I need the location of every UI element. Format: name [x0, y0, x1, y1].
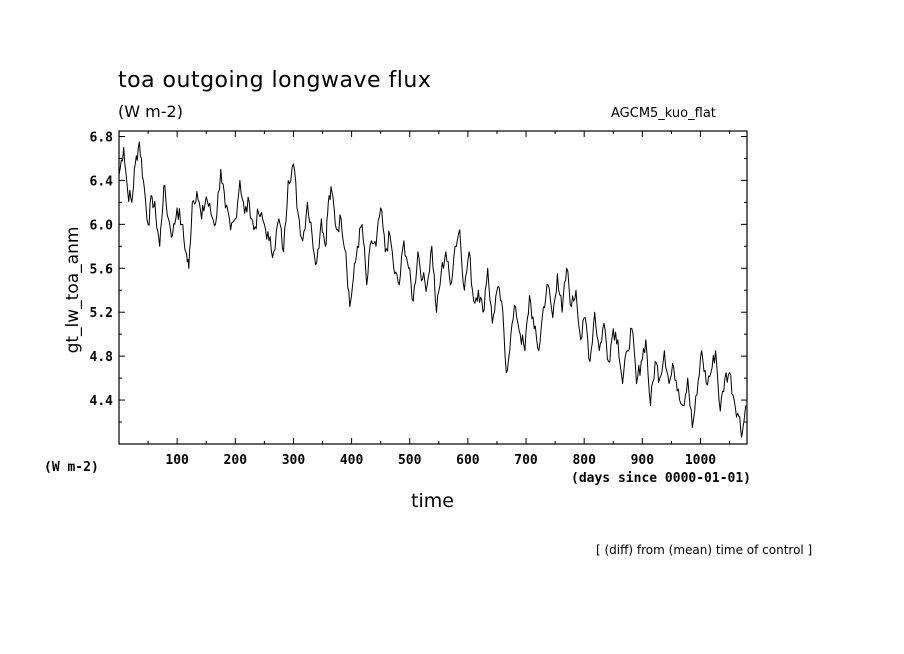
x-tick-label: 700	[514, 453, 538, 468]
y-tick-label: 6.0	[90, 218, 114, 233]
x-tick-label: 100	[165, 453, 189, 468]
x-tick-label: 500	[398, 453, 422, 468]
x-tick-label: 1000	[685, 453, 716, 468]
axis-ticks	[119, 131, 747, 444]
x-axis-label: time	[411, 490, 454, 512]
data-series-line	[118, 141, 747, 438]
x-tick-label: 400	[340, 453, 364, 468]
axis-tick-labels: 100 200 300 400 500 600 700 800 900 1000 4.4 4.8 5.2…	[90, 130, 717, 468]
x-axis-unit: (days since 0000-01-01)	[571, 471, 752, 486]
x-tick-label: 900	[631, 453, 655, 468]
x-tick-label: 200	[224, 453, 248, 468]
x-tick-label: 600	[456, 453, 480, 468]
chart-title: toa outgoing longwave flux	[118, 68, 432, 93]
y-tick-label: 5.2	[90, 306, 113, 321]
run-name: AGCM5_kuo_flat	[611, 106, 716, 121]
x-tick-label: 800	[572, 453, 596, 468]
y-tick-label: 4.8	[90, 350, 114, 365]
value-units: (W m-2)	[44, 460, 99, 475]
x-tick-label: 300	[282, 453, 306, 468]
y-tick-label: 5.6	[90, 262, 114, 277]
y-tick-label: 6.4	[90, 174, 114, 189]
y-tick-label: 4.4	[90, 394, 114, 409]
plot-frame	[118, 130, 748, 445]
diff-note: [ (diff) from (mean) time of control ]	[596, 543, 813, 557]
y-tick-label: 6.8	[90, 130, 114, 145]
title-units: (W m-2)	[118, 102, 183, 121]
